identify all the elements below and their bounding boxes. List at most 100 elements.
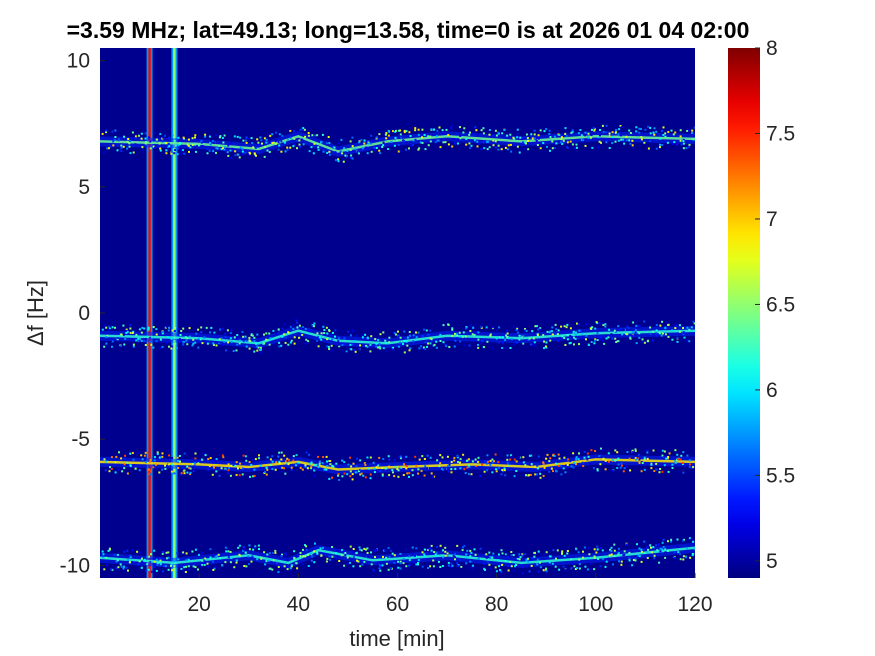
speckle: [123, 467, 126, 470]
speckle: [298, 336, 301, 339]
speckle: [616, 451, 619, 454]
speckle: [594, 327, 597, 330]
speckle: [551, 147, 554, 150]
speckle: [595, 551, 598, 554]
speckle: [145, 569, 148, 572]
speckle: [637, 457, 640, 460]
speckle: [617, 139, 620, 142]
speckle: [436, 338, 439, 341]
speckle: [341, 459, 344, 462]
speckle: [399, 567, 402, 570]
speckle: [155, 340, 158, 343]
speckle: [646, 545, 649, 548]
speckle: [125, 328, 128, 331]
speckle: [242, 548, 245, 551]
speckle: [258, 548, 260, 550]
speckle: [658, 561, 661, 564]
speckle: [516, 145, 519, 148]
speckle: [610, 333, 613, 336]
speckle: [150, 470, 152, 473]
speckle: [390, 567, 393, 570]
speckle: [131, 549, 134, 552]
speckle: [328, 460, 331, 462]
speckle: [103, 458, 106, 461]
speckle: [625, 543, 628, 546]
speckle: [692, 320, 695, 323]
speckle: [220, 467, 223, 470]
speckle: [387, 568, 390, 571]
speckle: [485, 462, 488, 465]
speckle: [194, 457, 197, 460]
speckle: [182, 341, 185, 344]
speckle: [560, 138, 563, 141]
speckle: [194, 452, 197, 455]
speckle: [591, 146, 594, 149]
speckle: [610, 549, 613, 552]
speckle: [223, 146, 226, 149]
speckle: [638, 127, 641, 130]
speckle: [454, 553, 456, 556]
speckle: [465, 562, 468, 565]
speckle: [392, 471, 394, 474]
speckle: [586, 568, 589, 571]
speckle: [695, 546, 697, 548]
speckle: [337, 160, 340, 163]
speckle: [447, 470, 450, 473]
speckle: [284, 341, 287, 344]
speckle: [135, 561, 138, 564]
speckle: [493, 460, 495, 463]
speckle: [200, 326, 203, 329]
speckle: [338, 479, 341, 481]
speckle: [242, 335, 245, 338]
speckle: [194, 143, 197, 146]
speckle: [256, 144, 259, 146]
speckle: [587, 344, 590, 346]
speckle: [447, 564, 450, 567]
speckle: [417, 563, 420, 566]
speckle: [149, 460, 152, 463]
speckle: [145, 141, 147, 143]
speckle: [662, 456, 665, 459]
speckle: [411, 469, 414, 472]
speckle: [397, 475, 400, 478]
speckle: [384, 549, 387, 552]
speckle: [363, 142, 366, 145]
speckle: [590, 568, 592, 571]
speckle: [124, 454, 127, 457]
speckle: [629, 337, 632, 340]
speckle: [268, 332, 271, 335]
speckle: [414, 554, 416, 557]
speckle: [525, 329, 528, 332]
speckle: [314, 464, 316, 467]
speckle: [664, 327, 667, 330]
speckle: [603, 342, 606, 345]
speckle: [670, 538, 673, 541]
speckle: [361, 334, 364, 337]
speckle: [283, 467, 285, 470]
speckle: [459, 461, 461, 464]
speckle: [454, 339, 457, 342]
speckle: [325, 455, 328, 458]
speckle: [596, 331, 599, 334]
speckle: [382, 458, 385, 460]
speckle: [605, 337, 608, 340]
speckle: [243, 565, 246, 567]
speckle: [381, 564, 384, 567]
speckle: [343, 343, 346, 346]
speckle: [469, 324, 472, 327]
speckle: [186, 471, 189, 474]
speckle: [295, 562, 298, 565]
speckle: [253, 152, 256, 155]
speckle: [577, 132, 580, 135]
speckle: [542, 553, 545, 556]
speckle: [536, 144, 539, 146]
speckle: [278, 460, 281, 463]
speckle: [599, 547, 602, 550]
speckle: [429, 337, 432, 340]
speckle: [416, 476, 419, 478]
speckle: [120, 333, 123, 336]
speckle: [301, 464, 304, 467]
speckle: [629, 336, 632, 339]
speckle: [317, 455, 319, 458]
speckle: [590, 449, 593, 452]
